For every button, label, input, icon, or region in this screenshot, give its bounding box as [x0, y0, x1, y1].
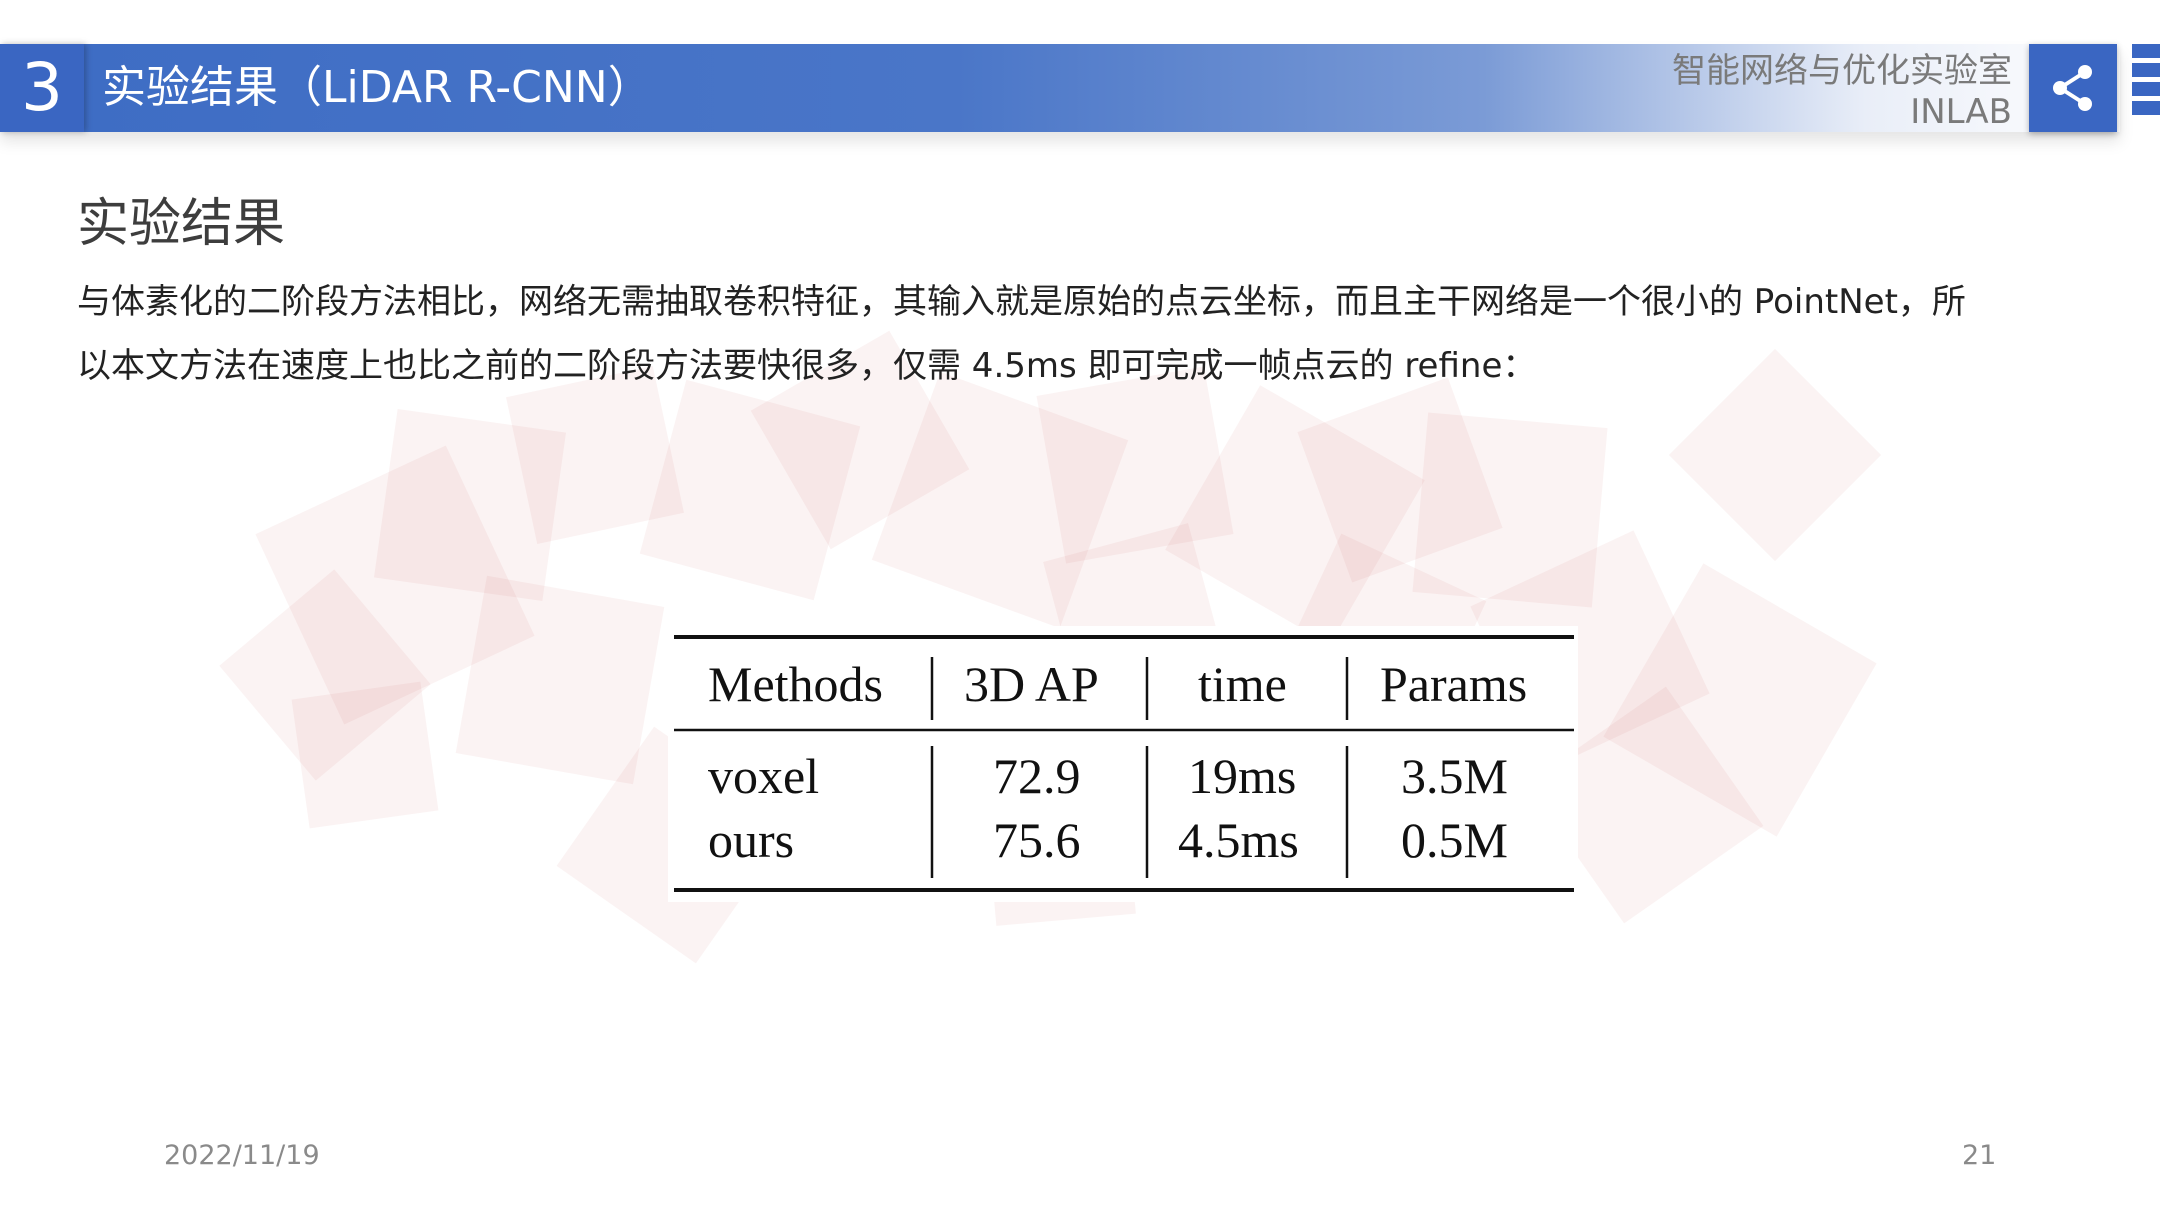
paragraph-line: 以本文方法在速度上也比之前的二阶段方法要快很多，仅需 4.5ms 即可完成一帧点… [77, 346, 1537, 386]
table-header-methods: Methods [708, 656, 883, 712]
lab-abbreviation: INLAB [1910, 92, 2012, 132]
edge-stripes [2132, 44, 2160, 132]
table-cell-time-voxel: 19ms [1188, 748, 1297, 804]
share-button[interactable] [2029, 44, 2117, 132]
table-cell-params-ours: 0.5M [1401, 812, 1508, 868]
table-cell-method-ours: ours [708, 812, 795, 868]
paragraph-line: 与体素化的二阶段方法相比，网络无需抽取卷积特征，其输入就是原始的点云坐标，而且主… [77, 282, 1966, 322]
table-cell-method-voxel: voxel [708, 748, 820, 804]
lab-name: 智能网络与优化实验室 [1672, 51, 2012, 91]
table-cell-params-voxel: 3.5M [1401, 748, 1508, 804]
share-icon [2053, 65, 2092, 111]
table-header-time: time [1198, 656, 1287, 712]
section-number: 3 [0, 44, 84, 132]
header-bar [0, 44, 2120, 132]
table-header-3d-ap: 3D AP [964, 656, 1099, 712]
table-cell-time-ours: 4.5ms [1178, 812, 1299, 868]
content-heading: 实验结果 [77, 194, 286, 254]
table-rules [674, 635, 1574, 892]
footer-date: 2022/11/19 [164, 1140, 320, 1171]
table-header-params: Params [1380, 656, 1528, 712]
page-number: 21 [1962, 1140, 1997, 1171]
table-cell-ap-voxel: 72.9 [993, 748, 1081, 804]
results-table: Methods 3D AP time Params voxel 72.9 19m… [668, 626, 1578, 902]
content-paragraph: 与体素化的二阶段方法相比，网络无需抽取卷积特征，其输入就是原始的点云坐标，而且主… [77, 270, 2097, 398]
table-cell-ap-ours: 75.6 [993, 812, 1081, 868]
slide-title: 实验结果（LiDAR R-CNN） [102, 62, 652, 113]
